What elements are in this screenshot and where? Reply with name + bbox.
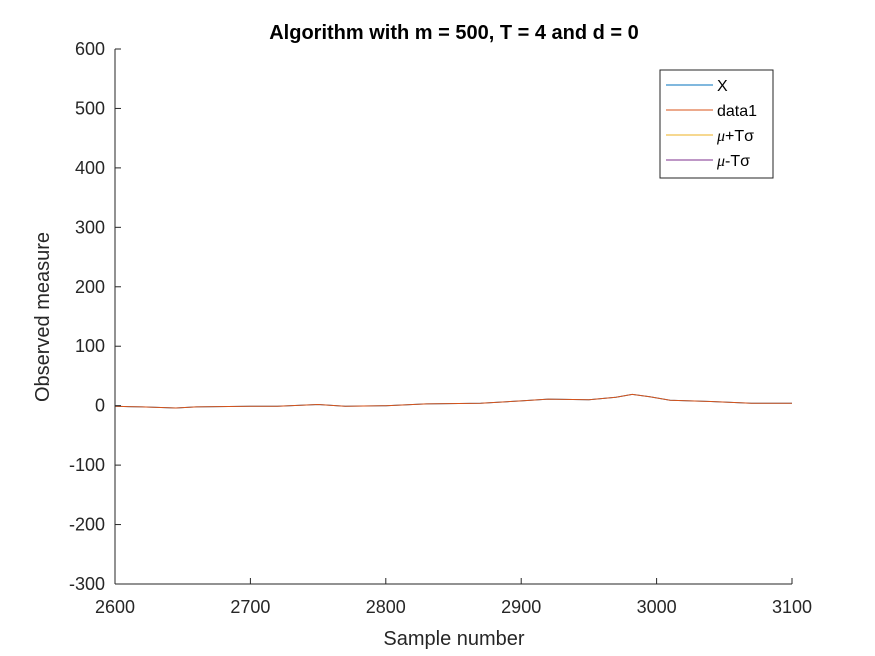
x-tick-label: 3100 [772, 597, 812, 617]
x-tick-label: 3000 [637, 597, 677, 617]
y-ticks: -300 -200 -100 0 100 200 300 400 500 600 [69, 39, 121, 594]
legend-label-1: data1 [717, 103, 757, 120]
x-tick-label: 2600 [95, 597, 135, 617]
x-ticks: 2600 2700 2800 2900 3000 3100 [95, 578, 812, 617]
legend-label-suffix: +Tσ [725, 128, 754, 145]
series-group [114, 393, 792, 409]
legend-label-suffix: -Tσ [725, 153, 750, 170]
y-tick-label: 0 [95, 396, 105, 416]
x-tick-label: 2700 [230, 597, 270, 617]
y-tick-label: 400 [75, 158, 105, 178]
legend-label-mu: μ [716, 153, 725, 170]
y-tick-label: 200 [75, 277, 105, 297]
legend-label-mu: μ [716, 128, 725, 145]
y-tick-label: -300 [69, 574, 105, 594]
x-axis-label: Sample number [383, 628, 525, 650]
x-tick-label: 2800 [366, 597, 406, 617]
x-tick-label: 2900 [501, 597, 541, 617]
series-line-1 [114, 393, 792, 409]
y-tick-label: 300 [75, 217, 105, 237]
y-tick-label: 100 [75, 336, 105, 356]
y-tick-label: 600 [75, 39, 105, 59]
axes [114, 49, 792, 585]
legend-label-3: μ-Tσ [716, 153, 750, 170]
y-tick-label: 500 [75, 98, 105, 118]
legend-label-0: X [717, 78, 728, 95]
y-tick-label: -100 [69, 455, 105, 475]
y-axis-label: Observed measure [32, 232, 54, 402]
legend-label-2: μ+Tσ [716, 128, 754, 145]
chart-title: Algorithm with m = 500, T = 4 and d = 0 [269, 22, 639, 44]
y-tick-label: -200 [69, 515, 105, 535]
